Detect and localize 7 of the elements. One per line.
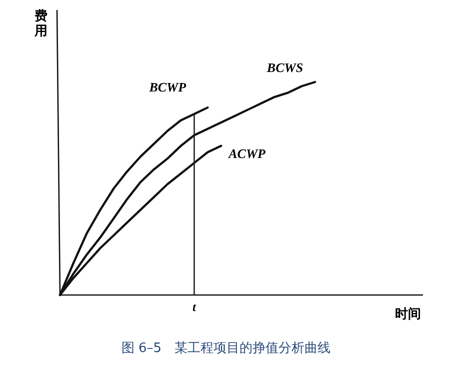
text: 时间 <box>395 307 421 322</box>
caption: 图 6–5 某工程项目的挣值分析曲线 <box>121 341 331 356</box>
series-label: ACWP <box>228 146 267 161</box>
series-label: BCWP <box>148 80 188 95</box>
series-label: BCWS <box>266 60 304 75</box>
y-axis-title: 费用 <box>34 9 48 39</box>
text: t <box>192 300 197 314</box>
